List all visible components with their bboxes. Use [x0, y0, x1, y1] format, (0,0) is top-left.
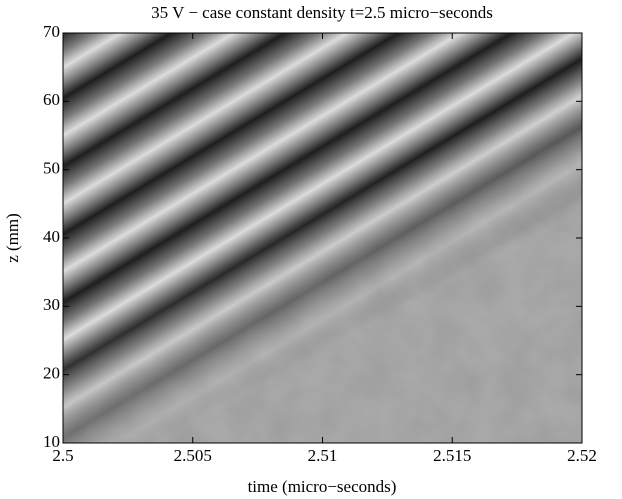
- x-tick-label: 2.51: [308, 446, 338, 465]
- y-tick-label: 70: [43, 22, 60, 41]
- x-tick-label: 2.515: [433, 446, 471, 465]
- x-tick-label: 2.5: [52, 446, 73, 465]
- x-axis-label: time (micro−seconds): [248, 477, 397, 496]
- y-tick-label: 10: [43, 432, 60, 451]
- y-axis-label: z (mm): [3, 213, 22, 263]
- x-tick-label: 2.52: [567, 446, 597, 465]
- y-tick-label: 50: [43, 159, 60, 178]
- y-tick-label: 30: [43, 295, 60, 314]
- x-tick-label: 2.505: [174, 446, 212, 465]
- heatmap-image: [63, 33, 582, 443]
- y-tick-label: 60: [43, 90, 60, 109]
- chart-title: 35 V − case constant density t=2.5 micro…: [151, 3, 493, 22]
- y-tick-label: 40: [43, 227, 60, 246]
- y-tick-label: 20: [43, 364, 60, 383]
